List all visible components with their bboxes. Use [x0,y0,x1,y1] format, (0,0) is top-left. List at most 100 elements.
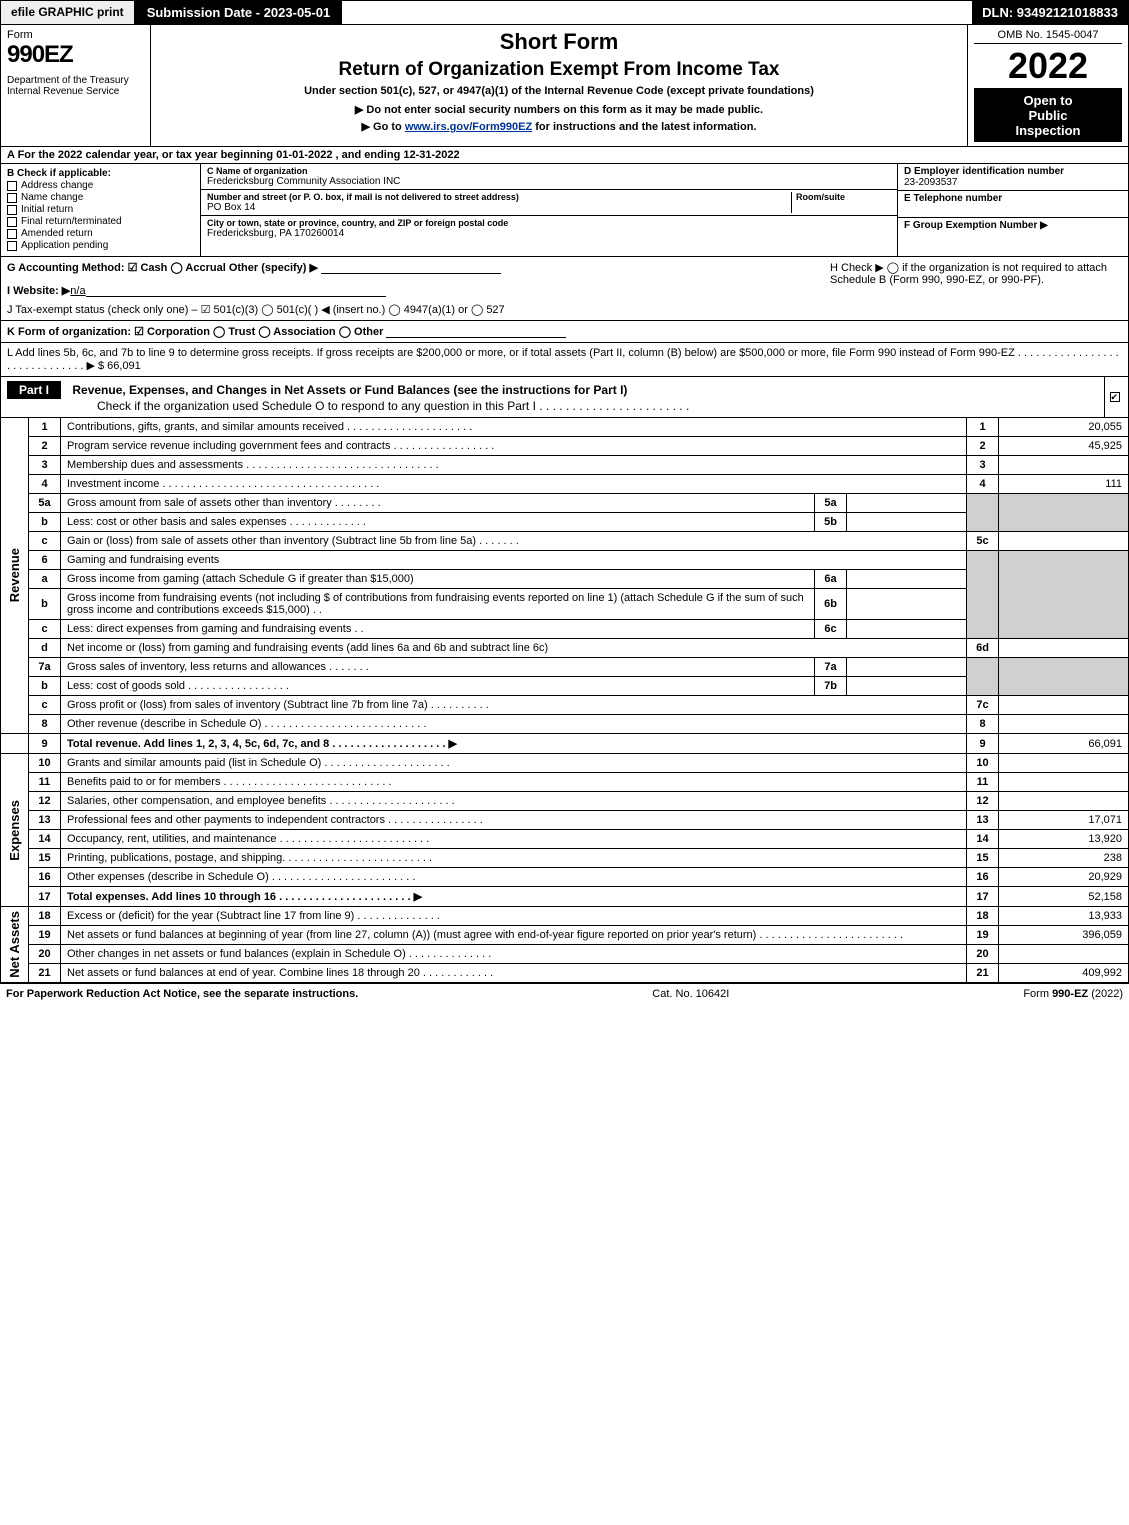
check-application-pending[interactable]: Application pending [7,240,194,251]
line-16: 16Other expenses (describe in Schedule O… [1,868,1129,887]
line-8: 8Other revenue (describe in Schedule O) … [1,715,1129,734]
ssn-warning: ▶ Do not enter social security numbers o… [161,103,957,116]
line-17: 17Total expenses. Add lines 10 through 1… [1,887,1129,907]
check-address-change[interactable]: Address change [7,180,194,191]
line-7c: cGross profit or (loss) from sales of in… [1,696,1129,715]
part-i-sub: Check if the organization used Schedule … [7,399,689,413]
gij-left: G Accounting Method: ☑ Cash ◯ Accrual Ot… [7,261,822,316]
efile-print-button[interactable]: efile GRAPHIC print [1,1,135,24]
website-value: n/a [70,285,85,297]
line-12: 12Salaries, other compensation, and empl… [1,792,1129,811]
section-g-to-j: G Accounting Method: ☑ Cash ◯ Accrual Ot… [0,257,1129,321]
check-label-0: Address change [21,180,93,191]
org-city: Fredericksburg, PA 170260014 [207,228,891,239]
f-label: F Group Exemption Number ▶ [904,220,1048,231]
irs-link[interactable]: www.irs.gov/Form990EZ [405,121,532,133]
line-9: 9Total revenue. Add lines 1, 2, 3, 4, 5c… [1,734,1129,754]
top-bar: efile GRAPHIC print Submission Date - 20… [0,0,1129,25]
line-1: Revenue 1Contributions, gifts, grants, a… [1,418,1129,437]
org-name: Fredericksburg Community Association INC [207,176,891,187]
dept-label: Department of the Treasury Internal Reve… [7,75,144,97]
ein-value: 23-2093537 [904,177,957,188]
c-room-label: Room/suite [796,192,891,202]
col-def: D Employer identification number 23-2093… [898,164,1128,256]
short-form-title: Short Form [161,29,957,55]
section-b-to-f: B Check if applicable: Address change Na… [0,164,1129,257]
line-18: Net Assets 18Excess or (deficit) for the… [1,907,1129,926]
check-label-4: Amended return [21,228,93,239]
line-10: Expenses 10Grants and similar amounts pa… [1,754,1129,773]
row-l-text: L Add lines 5b, 6c, and 7b to line 9 to … [7,347,1119,372]
line-7a: 7aGross sales of inventory, less returns… [1,658,1129,677]
row-l-value: 66,091 [104,360,141,372]
goto-pre: ▶ Go to [362,121,405,133]
c-name-row: C Name of organization Fredericksburg Co… [201,164,897,190]
line-3: 3Membership dues and assessments . . . .… [1,456,1129,475]
row-i: I Website: ▶n/a [7,284,822,297]
check-initial-return[interactable]: Initial return [7,204,194,215]
d-row: D Employer identification number 23-2093… [898,164,1128,191]
b-heading: B Check if applicable: [7,168,194,179]
expenses-side-label: Expenses [1,754,29,907]
org-street: PO Box 14 [207,202,791,213]
inspect-line2: Public [976,108,1120,123]
check-name-change[interactable]: Name change [7,192,194,203]
inspect-line1: Open to [976,93,1120,108]
dln-label: DLN: 93492121018833 [972,1,1128,24]
under-section-line: Under section 501(c), 527, or 4947(a)(1)… [161,85,957,97]
col-b: B Check if applicable: Address change Na… [1,164,201,256]
row-k: K Form of organization: ☑ Corporation ◯ … [0,321,1129,343]
row-j: J Tax-exempt status (check only one) ‒ ☑… [7,303,822,316]
line-15: 15Printing, publications, postage, and s… [1,849,1129,868]
revenue-side-label: Revenue [1,418,29,734]
check-label-5: Application pending [21,240,108,251]
part-i-check[interactable] [1104,377,1128,417]
row-l: L Add lines 5b, 6c, and 7b to line 9 to … [0,343,1129,377]
col-c-to-f: C Name of organization Fredericksburg Co… [201,164,1128,256]
form-header: Form 990EZ Department of the Treasury In… [0,25,1129,147]
line-6a: aGross income from gaming (attach Schedu… [1,570,1129,589]
lines-table: Revenue 1Contributions, gifts, grants, a… [0,418,1129,983]
form-word: Form [7,29,144,41]
tax-year: 2022 [974,48,1122,89]
c-street-label: Number and street (or P. O. box, if mail… [207,192,791,202]
check-amended-return[interactable]: Amended return [7,228,194,239]
c-name-label: C Name of organization [207,166,891,176]
line-13: 13Professional fees and other payments t… [1,811,1129,830]
part-i-title: Revenue, Expenses, and Changes in Net As… [72,383,627,397]
d-label: D Employer identification number [904,166,1064,177]
line-11: 11Benefits paid to or for members . . . … [1,773,1129,792]
check-label-3: Final return/terminated [21,216,122,227]
row-h: H Check ▶ ◯ if the organization is not r… [822,261,1122,316]
part-i-label: Part I [7,381,61,399]
footer-mid: Cat. No. 10642I [652,988,729,1000]
line-19: 19Net assets or fund balances at beginni… [1,926,1129,945]
row-a-calendar-year: A For the 2022 calendar year, or tax yea… [0,147,1129,164]
line-21: 21Net assets or fund balances at end of … [1,964,1129,983]
check-label-1: Name change [21,192,83,203]
page-footer: For Paperwork Reduction Act Notice, see … [0,983,1129,1004]
col-c: C Name of organization Fredericksburg Co… [201,164,898,256]
line-6c: cLess: direct expenses from gaming and f… [1,620,1129,639]
part-i-header: Part I Revenue, Expenses, and Changes in… [0,377,1129,418]
submission-date: Submission Date - 2023-05-01 [135,1,343,24]
line-4: 4Investment income . . . . . . . . . . .… [1,475,1129,494]
header-mid: Short Form Return of Organization Exempt… [151,25,968,146]
omb-number: OMB No. 1545-0047 [974,29,1122,44]
line-5a: 5aGross amount from sale of assets other… [1,494,1129,513]
topbar-left: efile GRAPHIC print Submission Date - 20… [1,1,342,24]
open-to-public: Open to Public Inspection [974,89,1122,142]
line-14: 14Occupancy, rent, utilities, and mainte… [1,830,1129,849]
check-final-return[interactable]: Final return/terminated [7,216,194,227]
return-title: Return of Organization Exempt From Incom… [161,59,957,81]
header-left: Form 990EZ Department of the Treasury In… [1,25,151,146]
inspect-line3: Inspection [976,123,1120,138]
c-city-label: City or town, state or province, country… [207,218,891,228]
footer-left: For Paperwork Reduction Act Notice, see … [6,988,358,1000]
line-5b: bLess: cost or other basis and sales exp… [1,513,1129,532]
header-right: OMB No. 1545-0047 2022 Open to Public In… [968,25,1128,146]
goto-line: ▶ Go to www.irs.gov/Form990EZ for instru… [161,120,957,133]
line-6: 6Gaming and fundraising events [1,551,1129,570]
c-city-row: City or town, state or province, country… [201,216,897,241]
row-g: G Accounting Method: ☑ Cash ◯ Accrual Ot… [7,261,822,274]
